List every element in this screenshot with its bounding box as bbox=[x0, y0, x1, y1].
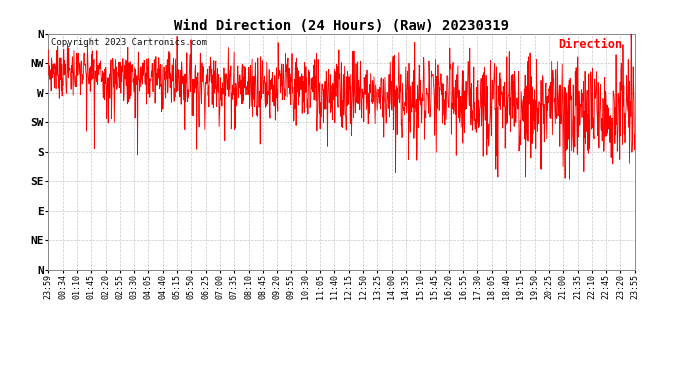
Title: Wind Direction (24 Hours) (Raw) 20230319: Wind Direction (24 Hours) (Raw) 20230319 bbox=[174, 19, 509, 33]
Text: Direction: Direction bbox=[559, 39, 622, 51]
Text: Copyright 2023 Cartronics.com: Copyright 2023 Cartronics.com bbox=[51, 39, 207, 48]
